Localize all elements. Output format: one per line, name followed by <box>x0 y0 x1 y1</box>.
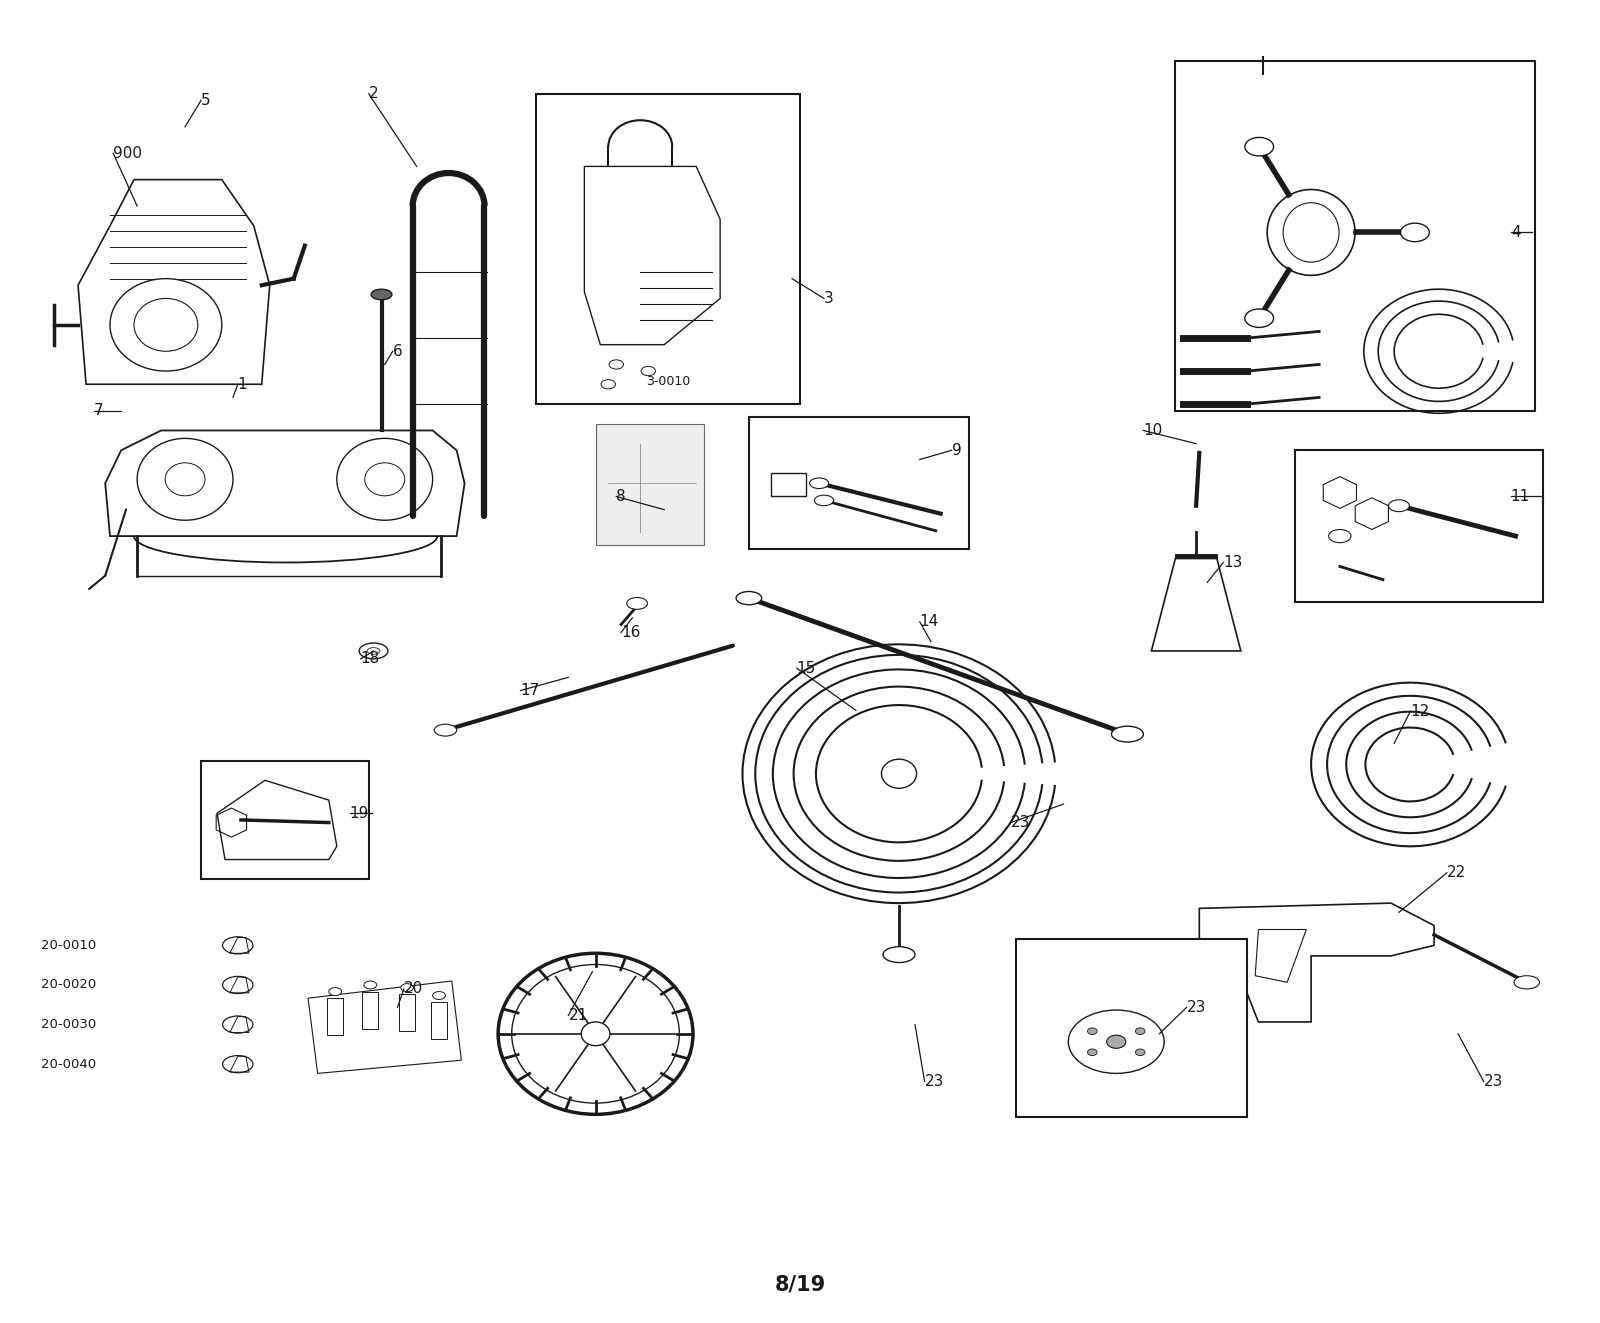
Text: 23: 23 <box>1187 1000 1206 1015</box>
Text: 6: 6 <box>392 344 403 359</box>
Ellipse shape <box>1112 726 1144 742</box>
Ellipse shape <box>330 987 341 995</box>
Bar <box>1176 61 1534 410</box>
Ellipse shape <box>1136 1049 1146 1056</box>
Ellipse shape <box>363 980 376 988</box>
Ellipse shape <box>432 991 445 999</box>
Text: 8/19: 8/19 <box>774 1274 826 1295</box>
Ellipse shape <box>512 964 680 1103</box>
Text: 900: 900 <box>114 146 142 160</box>
Ellipse shape <box>1088 1028 1098 1035</box>
Text: 2: 2 <box>368 86 378 102</box>
Text: 5: 5 <box>202 93 211 108</box>
Bar <box>771 472 806 496</box>
Ellipse shape <box>222 1056 253 1073</box>
Ellipse shape <box>371 290 392 300</box>
Text: 18: 18 <box>360 651 381 667</box>
Ellipse shape <box>434 724 456 736</box>
Ellipse shape <box>627 598 648 610</box>
Ellipse shape <box>222 1016 253 1033</box>
Text: 20-0010: 20-0010 <box>42 939 96 951</box>
Ellipse shape <box>366 648 379 655</box>
Ellipse shape <box>736 591 762 605</box>
Text: 20-0040: 20-0040 <box>42 1057 96 1070</box>
Bar <box>1016 939 1248 1117</box>
Bar <box>202 761 368 880</box>
Text: 3-0010: 3-0010 <box>646 376 690 388</box>
Ellipse shape <box>358 643 387 659</box>
Bar <box>536 94 800 404</box>
Ellipse shape <box>810 478 829 488</box>
Text: 21: 21 <box>568 1008 587 1023</box>
Ellipse shape <box>1400 224 1429 242</box>
Text: 13: 13 <box>1224 554 1243 570</box>
Ellipse shape <box>1245 138 1274 156</box>
Ellipse shape <box>165 463 205 496</box>
Text: 15: 15 <box>797 660 816 676</box>
Text: 23: 23 <box>1011 815 1030 830</box>
Text: 4: 4 <box>1510 225 1520 239</box>
Ellipse shape <box>1283 202 1339 262</box>
Ellipse shape <box>581 1021 610 1045</box>
Text: 20-0020: 20-0020 <box>42 979 96 991</box>
Ellipse shape <box>1245 310 1274 327</box>
Ellipse shape <box>814 495 834 505</box>
Text: 12: 12 <box>1410 704 1429 720</box>
Ellipse shape <box>883 947 915 963</box>
Ellipse shape <box>134 299 198 351</box>
Text: 10: 10 <box>1144 423 1163 438</box>
Ellipse shape <box>1088 1049 1098 1056</box>
Text: 19: 19 <box>349 806 370 820</box>
Ellipse shape <box>1267 189 1355 275</box>
Ellipse shape <box>1136 1028 1146 1035</box>
Text: 14: 14 <box>920 614 939 630</box>
Bar <box>1294 450 1542 602</box>
Ellipse shape <box>498 954 693 1114</box>
Text: 7: 7 <box>94 404 104 418</box>
Text: 23: 23 <box>1483 1074 1502 1089</box>
Text: 11: 11 <box>1510 490 1530 504</box>
Text: 8: 8 <box>616 490 626 504</box>
Ellipse shape <box>138 438 234 520</box>
Ellipse shape <box>222 937 253 954</box>
Text: 1: 1 <box>238 377 248 392</box>
Ellipse shape <box>610 360 624 369</box>
Ellipse shape <box>1107 1035 1126 1048</box>
Bar <box>749 417 970 549</box>
Ellipse shape <box>882 759 917 789</box>
Text: 22: 22 <box>1446 865 1466 880</box>
Text: 3: 3 <box>824 291 834 306</box>
Text: 23: 23 <box>925 1074 944 1089</box>
Ellipse shape <box>400 983 413 991</box>
Ellipse shape <box>222 976 253 994</box>
Text: 20: 20 <box>403 982 422 996</box>
Ellipse shape <box>110 279 222 370</box>
Ellipse shape <box>338 438 432 520</box>
Text: 9: 9 <box>952 443 962 458</box>
Text: 16: 16 <box>621 624 640 640</box>
Ellipse shape <box>365 463 405 496</box>
Text: 17: 17 <box>520 683 539 699</box>
Bar <box>595 423 704 545</box>
Ellipse shape <box>602 380 616 389</box>
Ellipse shape <box>1514 976 1539 988</box>
Ellipse shape <box>1328 529 1350 542</box>
Ellipse shape <box>642 366 656 376</box>
Ellipse shape <box>1389 500 1410 512</box>
Ellipse shape <box>1069 1009 1165 1073</box>
Text: 20-0030: 20-0030 <box>42 1019 96 1031</box>
